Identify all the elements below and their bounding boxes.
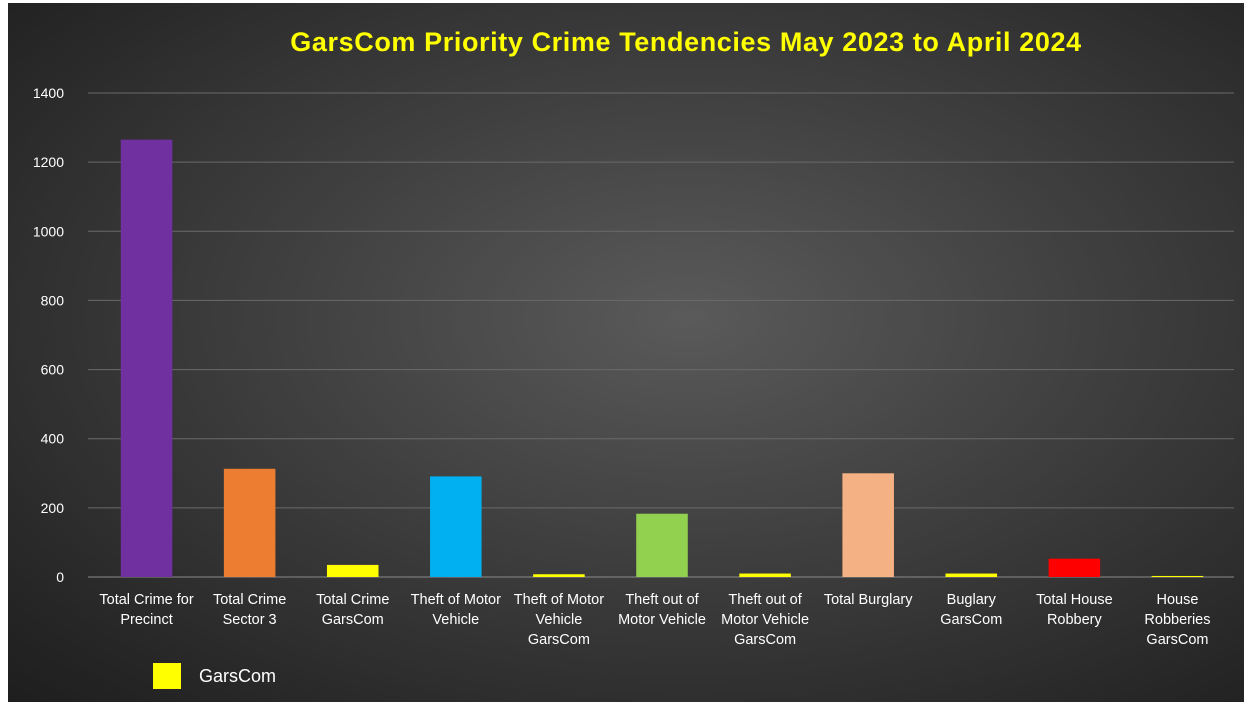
x-category-label-line: Buglary [947,592,997,608]
x-axis-category-labels: Total Crime for Precinct Total Crime Sector… [99,592,1210,648]
y-tick-label: 1200 [33,154,64,170]
x-category-label-line: Motor Vehicle [618,612,706,628]
x-category-label-line: Robberies [1144,612,1210,628]
x-category-label-line: Sector 3 [223,612,277,628]
bar-4 [533,574,585,577]
x-category-label-line: GarsCom [734,632,796,648]
bar-0 [120,139,173,577]
bar-9 [1048,558,1101,577]
chart-title: GarsCom Priority Crime Tendencies May 20… [290,27,1081,57]
y-tick-label: 1000 [33,223,64,239]
x-category-label: Theft of Motor Vehicle GarsCom [514,592,604,648]
bar-10 [1151,575,1204,577]
y-tick-label: 400 [41,431,65,447]
x-category-label: Total House Robbery [1036,592,1113,628]
x-category-label-line: Robbery [1047,612,1103,628]
x-category-label: Theft out of Motor Vehicle [618,592,706,628]
x-category-label-line: Total Crime [316,592,389,608]
y-tick-label: 1400 [33,85,64,101]
x-category-label-line: Precinct [120,612,172,628]
x-category-label-line: Theft out of [625,592,699,608]
x-category-label-line: Total House [1036,592,1113,608]
bar-7 [842,473,894,577]
y-tick-label: 200 [41,500,65,516]
x-category-label: Total Crime Sector 3 [213,592,286,628]
x-category-label-line: Theft of Motor [514,592,604,608]
y-axis-tick-labels: 0 200 400 600 800 1000 1200 1400 [33,85,64,585]
x-category-label: Total Burglary [824,592,913,608]
x-category-label-line: Total Crime [213,592,286,608]
bars [120,139,1204,577]
bar-6 [739,573,791,577]
y-tick-label: 600 [41,362,65,378]
bar-chart: GarsCom Priority Crime Tendencies May 20… [33,27,1234,689]
x-category-label: House Robberies GarsCom [1144,592,1210,648]
y-tick-label: 0 [56,569,64,585]
x-category-label-line: GarsCom [322,612,384,628]
x-category-label: Total Crime GarsCom [316,592,389,628]
x-category-label-line: Vehicle [536,612,583,628]
bar-8 [945,573,998,577]
x-category-label: Buglary GarsCom [940,592,1002,628]
bar-3 [430,476,482,577]
x-category-label-line: House [1156,592,1198,608]
x-category-label-line: Motor Vehicle [721,612,809,628]
bar-2 [326,564,379,577]
y-tick-label: 800 [41,292,65,308]
bar-1 [223,468,276,577]
x-category-label-line: GarsCom [940,612,1002,628]
chart-container: GarsCom Priority Crime Tendencies May 20… [8,3,1244,702]
legend-label: GarsCom [199,666,276,686]
x-category-label-line: Vehicle [432,612,479,628]
grid-lines [88,92,1234,578]
x-category-label-line: Total Crime for [99,592,193,608]
x-category-label-line: Theft of Motor [411,592,501,608]
bar-5 [636,513,688,577]
x-category-label-line: GarsCom [1146,632,1208,648]
legend: GarsCom [153,663,276,689]
x-category-label-line: Theft out of [728,592,802,608]
x-category-label: Theft out of Motor Vehicle GarsCom [721,592,809,648]
x-category-label: Total Crime for Precinct [99,592,193,628]
x-category-label: Theft of Motor Vehicle [411,592,501,628]
x-category-label-line: Total Burglary [824,592,913,608]
x-category-label-line: GarsCom [528,632,590,648]
legend-swatch [153,663,181,689]
